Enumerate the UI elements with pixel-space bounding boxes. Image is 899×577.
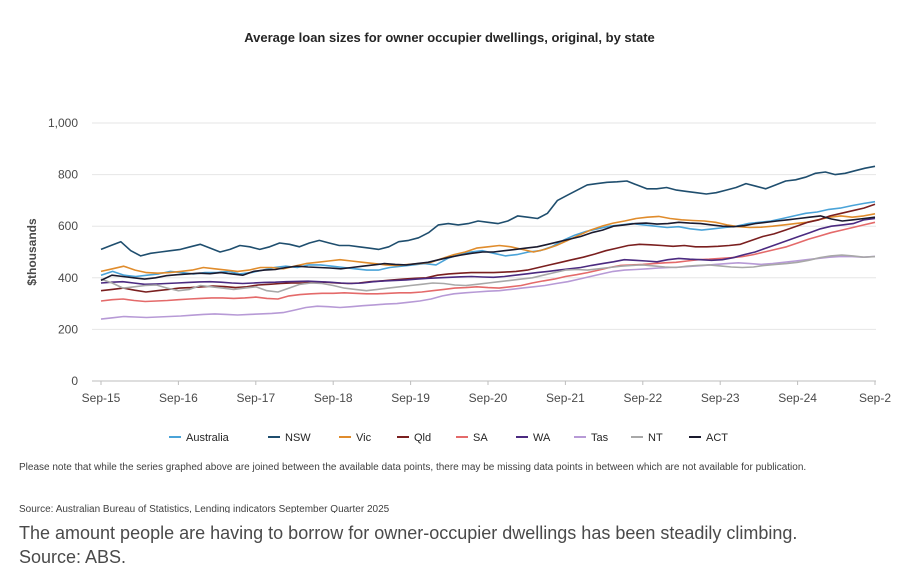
y-tick-label: 400 bbox=[58, 271, 78, 285]
legend-label-nsw: NSW bbox=[285, 432, 311, 444]
series-line-australia bbox=[100, 200, 876, 278]
legend-label-australia: Australia bbox=[186, 432, 230, 444]
y-tick-label: 600 bbox=[58, 219, 78, 233]
legend-label-nt: NT bbox=[648, 432, 663, 444]
y-axis-label: $thousands bbox=[25, 218, 39, 286]
x-tick-label: Sep-21 bbox=[546, 391, 585, 405]
x-tick-label: Sep-20 bbox=[469, 391, 508, 405]
x-tick-label: Sep-16 bbox=[159, 391, 198, 405]
series-line-vic bbox=[100, 213, 876, 275]
x-tick-label: Sep-15 bbox=[82, 391, 121, 405]
y-tick-label: 800 bbox=[58, 168, 78, 182]
x-tick-label: Sep-24 bbox=[778, 391, 817, 405]
series-line-nt bbox=[100, 254, 876, 293]
series-line-act bbox=[100, 215, 876, 282]
chart-source: Source: Australian Bureau of Statistics,… bbox=[19, 504, 390, 513]
x-tick-label: Sep-17 bbox=[236, 391, 275, 405]
chart-card: Average loan sizes for owner occupier dw… bbox=[19, 30, 892, 513]
y-tick-label: 1,000 bbox=[48, 116, 78, 130]
series-line-qld bbox=[100, 203, 876, 293]
legend-label-sa: SA bbox=[473, 432, 488, 444]
series-line-nsw bbox=[100, 165, 876, 257]
legend-label-act: ACT bbox=[706, 432, 728, 444]
legend-label-vic: Vic bbox=[356, 432, 372, 444]
x-tick-label: Sep-18 bbox=[314, 391, 353, 405]
y-tick-label: 200 bbox=[58, 322, 78, 336]
series-line-tas bbox=[100, 255, 876, 320]
caption-text: The amount people are having to borrow f… bbox=[19, 523, 798, 543]
y-tick-label: 0 bbox=[71, 374, 78, 388]
series-line-sa bbox=[100, 221, 876, 303]
legend-label-wa: WA bbox=[533, 432, 551, 444]
legend-label-qld: Qld bbox=[414, 432, 431, 444]
caption-source: Source: ABS. bbox=[19, 547, 127, 567]
legend-label-tas: Tas bbox=[591, 432, 609, 444]
x-tick-label: Sep-2 bbox=[859, 391, 891, 405]
x-tick-label: Sep-22 bbox=[623, 391, 662, 405]
series-line-wa bbox=[100, 217, 876, 286]
image-caption: The amount people are having to borrow f… bbox=[19, 521, 879, 569]
chart-note: Please note that while the series graphe… bbox=[19, 462, 807, 473]
chart-title: Average loan sizes for owner occupier dw… bbox=[244, 30, 655, 45]
line-chart: 0 200 400 600 800 1,000 $thousands Sep-15 Sep-16… bbox=[25, 116, 891, 444]
x-tick-label: Sep-23 bbox=[701, 391, 740, 405]
x-tick-label: Sep-19 bbox=[391, 391, 430, 405]
